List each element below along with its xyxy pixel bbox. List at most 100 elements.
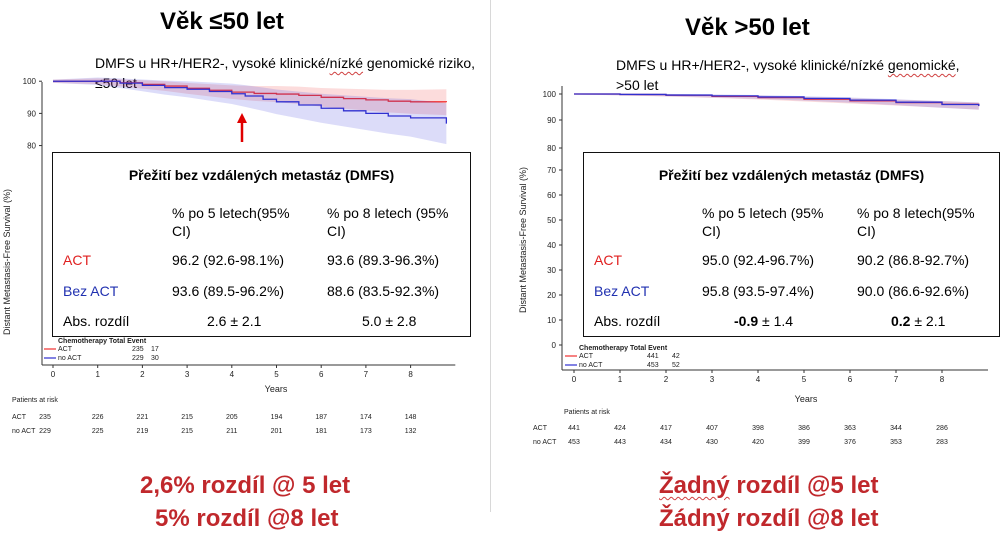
y-tick-label: 50: [547, 216, 556, 225]
left-subtitle: DMFS u HR+/HER2-, vysoké klinické/nízké …: [95, 53, 475, 93]
x-tick-label: 3: [710, 375, 715, 384]
x-tick-label: 4: [230, 370, 235, 379]
left-conclusion-line1: 2,6% rozdíl @ 5 let: [140, 472, 351, 499]
legend-total: 235: [132, 346, 144, 353]
at-risk-value: 286: [936, 425, 948, 432]
left-row-noact-8y: 88.6 (83.5-92.3%): [327, 283, 440, 299]
at-risk-value: 417: [660, 425, 672, 432]
at-risk-value: 434: [660, 439, 672, 446]
x-tick-label: 2: [664, 375, 669, 384]
right-row-diff-8y-value: 0.2: [891, 313, 911, 329]
at-risk-value: 181: [315, 428, 327, 435]
x-axis-label: Years: [795, 394, 818, 404]
right-title: Věk >50 let: [685, 14, 810, 41]
left-conclusion-line2: 5% rozdíl @8 let: [155, 505, 339, 532]
at-risk-value: 424: [614, 425, 626, 432]
legend-event: 30: [151, 355, 159, 362]
right-col-8y-header: % po 8 letech(95% CI): [857, 205, 975, 239]
left-row-diff-8y: 5.0 ± 2.8: [362, 313, 417, 329]
y-tick-label: 60: [547, 191, 556, 200]
y-tick-label: 40: [547, 241, 556, 250]
x-tick-label: 1: [95, 370, 100, 379]
at-risk-value: 194: [271, 414, 283, 421]
right-subtitle-part-c: ,: [955, 57, 960, 73]
at-risk-value: 363: [844, 425, 856, 432]
at-risk-value: 229: [39, 428, 51, 435]
at-risk-row-label: no ACT: [533, 439, 557, 446]
left-row-act-label: ACT: [63, 252, 91, 268]
x-tick-label: 6: [848, 375, 853, 384]
right-row-diff-5y-ci: ± 1.4: [758, 313, 794, 329]
right-row-noact-label: Bez ACT: [594, 283, 650, 299]
at-risk-value: 226: [92, 414, 104, 421]
at-risk-value: 407: [706, 425, 718, 432]
at-risk-value: 430: [706, 439, 718, 446]
x-tick-label: 7: [894, 375, 899, 384]
x-tick-label: 0: [51, 370, 56, 379]
legend-event: 17: [151, 346, 159, 353]
at-risk-value: 283: [936, 439, 948, 446]
at-risk-title: Patients at risk: [12, 397, 58, 404]
legend-name: no ACT: [58, 355, 82, 362]
right-row-diff-5y: -0.9 ± 1.4: [734, 312, 793, 330]
right-row-noact-8y: 90.0 (86.6-92.6%): [857, 283, 970, 299]
x-tick-label: 2: [140, 370, 145, 379]
left-row-noact-label: Bez ACT: [63, 283, 119, 299]
y-tick-label: 100: [23, 77, 37, 86]
x-tick-label: 8: [408, 370, 413, 379]
left-row-diff-label: Abs. rozdíl: [63, 313, 130, 329]
at-risk-value: 173: [360, 428, 372, 435]
legend-name: ACT: [579, 353, 594, 360]
left-title: Věk ≤50 let: [160, 8, 284, 35]
y-axis-label: Distant Metastasis-Free Survival (%): [518, 167, 528, 313]
noact-ci-band: [53, 77, 447, 145]
at-risk-value: 441: [568, 425, 580, 432]
x-tick-label: 5: [274, 370, 279, 379]
at-risk-value: 225: [92, 428, 104, 435]
left-row-act-8y: 93.6 (89.3-96.3%): [327, 252, 440, 268]
legend-name: no ACT: [579, 362, 603, 369]
x-tick-label: 1: [618, 375, 623, 384]
legend-event: 42: [672, 353, 680, 360]
left-row-act-5y: 96.2 (92.6-98.1%): [172, 252, 285, 268]
at-risk-value: 399: [798, 439, 810, 446]
noact-ci-band: [574, 93, 979, 110]
act-survival-line: [53, 80, 448, 103]
x-tick-label: 3: [185, 370, 190, 379]
at-risk-value: 215: [181, 428, 193, 435]
at-risk-value: 148: [405, 414, 417, 421]
right-row-act-label: ACT: [594, 252, 622, 268]
y-tick-label: 20: [547, 291, 556, 300]
x-axis-label: Years: [265, 384, 288, 394]
right-table-title: Přežití bez vzdálených metastáz (DMFS): [658, 167, 925, 183]
at-risk-value: 420: [752, 439, 764, 446]
legend-total: 453: [647, 362, 659, 369]
at-risk-value: 215: [181, 414, 193, 421]
at-risk-value: 205: [226, 414, 238, 421]
at-risk-value: 211: [226, 428, 237, 435]
right-subtitle: DMFS u HR+/HER2-, vysoké klinické/nízké …: [616, 55, 960, 95]
right-conclusion-rest: rozdíl @5 let: [729, 472, 879, 499]
y-tick-label: 80: [27, 142, 36, 151]
left-table-title: Přežití bez vzdálených metastáz (DMFS): [128, 167, 395, 183]
left-subtitle-part-a: DMFS u HR+/HER2-, vysoké klinické/: [95, 55, 330, 71]
right-panel: Věk >50 let DMFS u HR+/HER2-, vysoké kli…: [492, 0, 1004, 543]
legend-total: 441: [647, 353, 659, 360]
at-risk-value: 219: [137, 428, 149, 435]
y-tick-label: 10: [547, 316, 556, 325]
at-risk-value: 353: [890, 439, 902, 446]
noact-survival-line: [53, 80, 448, 124]
right-subtitle-line2: >50 let: [616, 77, 659, 93]
at-risk-title: Patients at risk: [564, 409, 610, 416]
left-subtitle-part-b: nízké: [329, 55, 364, 71]
at-risk-value: 221: [137, 414, 149, 421]
at-risk-value: 201: [271, 428, 283, 435]
noact-survival-line: [574, 93, 980, 106]
at-risk-value: 344: [890, 425, 902, 432]
legend-title: Chemotherapy Total Event: [579, 345, 668, 352]
legend-event: 52: [672, 362, 680, 369]
right-row-diff-label: Abs. rozdíl: [594, 313, 661, 329]
annotation-arrow-head: [237, 113, 247, 123]
right-col-5y-header: % po 5 letech (95% CI): [702, 205, 824, 239]
y-tick-label: 100: [543, 90, 557, 99]
